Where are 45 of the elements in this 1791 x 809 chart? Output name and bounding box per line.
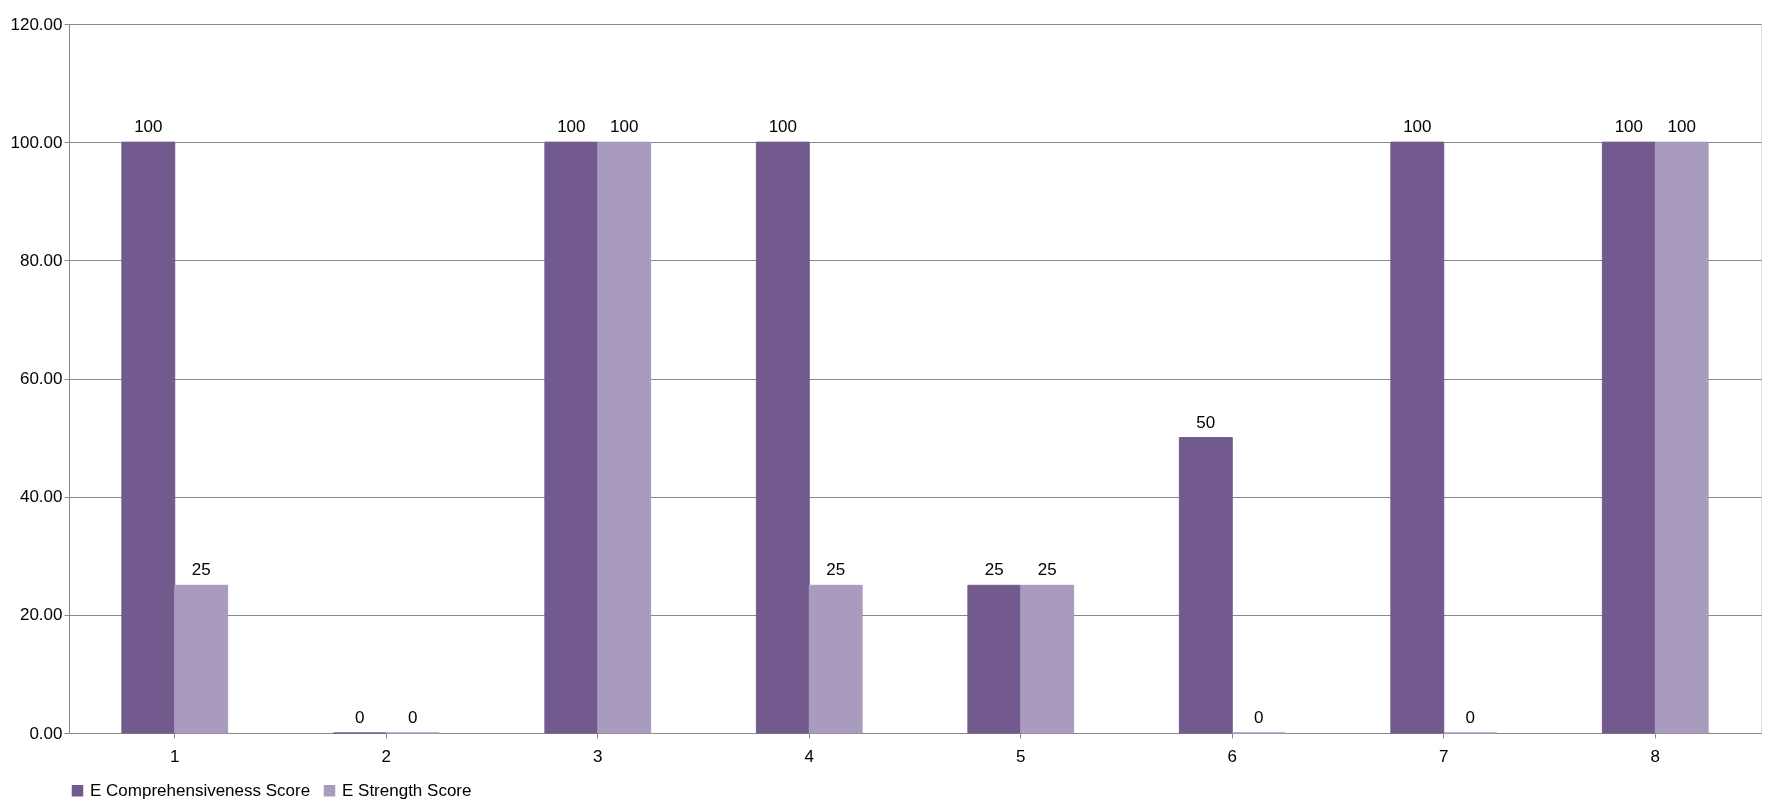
legend-label: E Strength Score xyxy=(342,780,472,800)
y-tick-label: 20.00 xyxy=(19,605,63,625)
bar xyxy=(755,141,810,734)
data-label: 100 xyxy=(134,117,163,137)
data-label: 25 xyxy=(191,560,211,580)
x-tick-label: 7 xyxy=(1439,746,1449,766)
y-tick-label: 120.00 xyxy=(10,14,63,34)
y-tick-label: 40.00 xyxy=(19,487,63,507)
data-label: 0 xyxy=(355,708,365,727)
bar xyxy=(808,584,863,734)
bar xyxy=(597,141,652,734)
bar xyxy=(174,584,229,734)
data-label: 0 xyxy=(1465,708,1475,727)
data-label: 0 xyxy=(1253,708,1264,727)
legend-label: E Comprehensiveness Score xyxy=(90,780,311,800)
data-label: 25 xyxy=(826,560,846,580)
data-label: 0 xyxy=(407,708,418,727)
data-label: 100 xyxy=(1403,117,1432,137)
y-tick-label: 100.00 xyxy=(10,132,63,152)
x-tick-label: 4 xyxy=(804,746,814,766)
data-label: 100 xyxy=(610,117,639,137)
bar xyxy=(1178,437,1233,734)
bar xyxy=(967,584,1022,734)
y-tick-label: 0.00 xyxy=(29,723,63,743)
y-tick-label: 60.00 xyxy=(19,369,63,388)
data-label: 25 xyxy=(984,560,1004,580)
bar xyxy=(121,141,176,734)
bar xyxy=(1654,141,1709,734)
bar xyxy=(1601,141,1656,734)
data-label: 100 xyxy=(1667,117,1696,137)
bar xyxy=(1020,584,1075,734)
data-label: 50 xyxy=(1196,412,1216,432)
x-tick-label: 8 xyxy=(1650,746,1660,766)
y-tick-label: 80.00 xyxy=(19,250,63,270)
x-tick-label: 1 xyxy=(170,746,180,766)
x-tick-label: 3 xyxy=(593,746,603,766)
data-label: 100 xyxy=(1614,117,1643,137)
x-tick-label: 2 xyxy=(381,746,391,766)
data-label: 100 xyxy=(557,117,586,137)
x-tick-label: 5 xyxy=(1016,746,1026,766)
data-label: 25 xyxy=(1037,560,1057,580)
bar xyxy=(544,141,599,734)
bar xyxy=(1390,141,1445,734)
data-label: 100 xyxy=(768,117,797,137)
x-tick-label: 6 xyxy=(1227,746,1237,766)
